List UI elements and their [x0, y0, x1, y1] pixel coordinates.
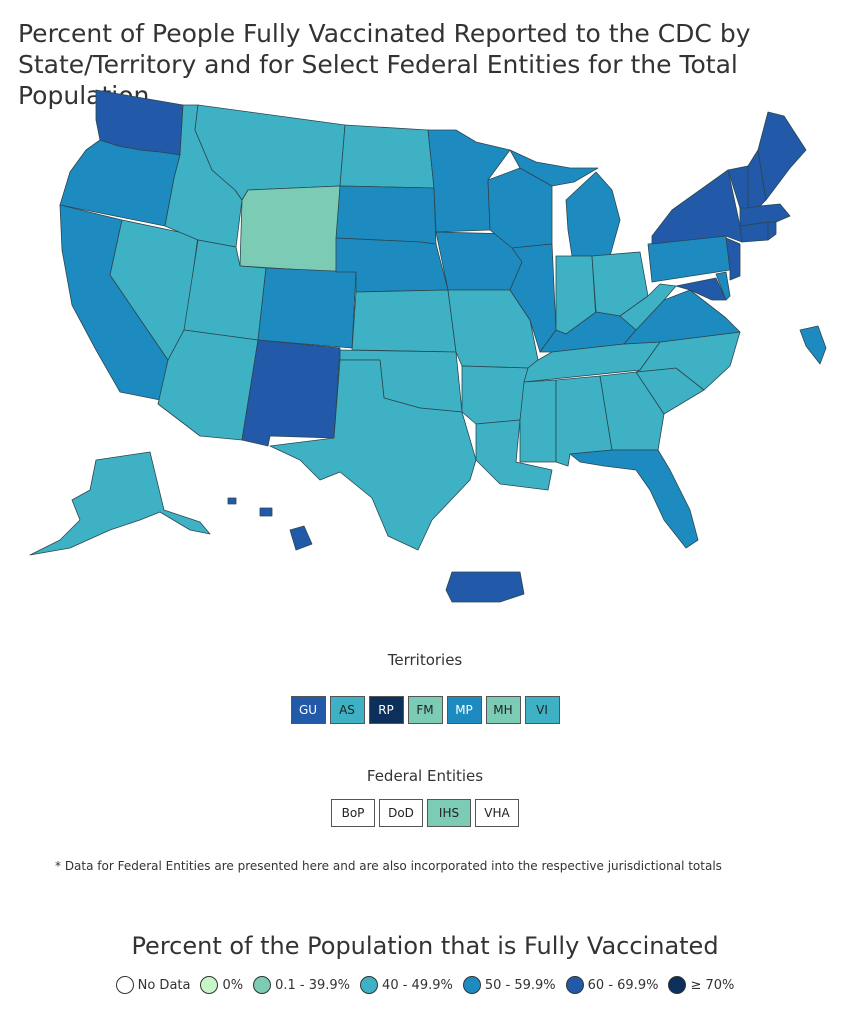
map-title: Percent of People Fully Vaccinated Repor…	[18, 19, 751, 110]
state-TX[interactable]	[269, 359, 477, 551]
state-RI[interactable]	[767, 221, 777, 241]
legend-item[interactable]: 0.1 - 39.9%	[253, 976, 350, 994]
state-MS[interactable]	[519, 379, 557, 463]
federal-entity-dod-button[interactable]: DoD	[379, 799, 423, 827]
legend-item[interactable]: No Data	[115, 976, 191, 994]
territory-buttons: GU AS RP FM MP MH VI	[0, 696, 850, 724]
legend-swatch	[200, 976, 219, 994]
federal-entity-bop-button[interactable]: BoP	[331, 799, 375, 827]
territory-as-button[interactable]: AS	[329, 696, 365, 724]
federal-entity-vha-button[interactable]: VHA	[475, 799, 519, 827]
legend-swatch	[668, 976, 687, 994]
state-NM[interactable]	[241, 339, 341, 447]
state-ME[interactable]	[757, 111, 807, 201]
territory-fm-button[interactable]: FM	[407, 696, 443, 724]
legend-item[interactable]: 40 - 49.9%	[360, 976, 453, 994]
state-PR[interactable]	[445, 571, 525, 603]
federal-entities-label: Federal Entities	[366, 767, 484, 785]
territory-mp-button[interactable]: MP	[446, 696, 482, 724]
state-IL[interactable]	[509, 243, 557, 353]
state-DE[interactable]	[715, 271, 731, 301]
state-AR[interactable]	[461, 365, 529, 425]
state-WY[interactable]	[239, 185, 341, 273]
legend-swatch	[360, 976, 379, 994]
state-FL[interactable]	[569, 449, 699, 549]
territory-gu-button[interactable]: GU	[290, 696, 326, 724]
legend-item[interactable]: 60 - 69.9%	[565, 976, 659, 994]
territories-label: Territories	[387, 651, 463, 669]
state-MI[interactable]	[565, 171, 621, 257]
legend-label: 60 - 69.9%	[587, 977, 659, 993]
legend-label: No Data	[137, 977, 191, 993]
state-GA[interactable]	[599, 371, 665, 451]
legend-label: 0%	[222, 977, 244, 993]
legend-swatch	[253, 976, 272, 994]
state-MI-UP[interactable]	[509, 149, 599, 187]
state-MD[interactable]	[675, 277, 727, 301]
state-DC-islands	[799, 325, 827, 365]
legend-item[interactable]: 0%	[200, 976, 243, 994]
state-NJ[interactable]	[725, 237, 741, 281]
state-SD[interactable]	[335, 185, 437, 245]
legend-label: 50 - 59.9%	[484, 977, 556, 993]
state-HI[interactable]	[227, 497, 313, 551]
federal-entity-buttons: BoP DoD IHS VHA	[0, 799, 850, 827]
federal-entity-ihs-button[interactable]: IHS	[427, 799, 471, 827]
state-NY[interactable]	[651, 169, 743, 245]
state-MA[interactable]	[739, 203, 791, 227]
state-KS[interactable]	[351, 289, 457, 353]
legend-swatch	[565, 976, 584, 994]
us-vaccination-map	[29, 89, 827, 603]
territory-vi-button[interactable]: VI	[524, 696, 560, 724]
legend-item[interactable]: ≥ 70%	[668, 976, 734, 994]
legend-label: 40 - 49.9%	[382, 977, 453, 993]
state-LA[interactable]	[475, 419, 553, 491]
territory-rp-button[interactable]: RP	[368, 696, 404, 724]
legend-swatch	[115, 976, 134, 994]
legend-label: 0.1 - 39.9%	[275, 977, 351, 993]
legend-swatch	[462, 976, 481, 994]
legend-title: Percent of the Population that is Fully …	[131, 932, 719, 960]
territory-mh-button[interactable]: MH	[485, 696, 521, 724]
state-CO[interactable]	[257, 267, 357, 349]
legend-item[interactable]: 50 - 59.9%	[462, 976, 556, 994]
federal-footnote: * Data for Federal Entities are presente…	[55, 859, 722, 873]
state-NH[interactable]	[747, 149, 767, 209]
legend: No Data 0% 0.1 - 39.9% 40 - 49.9% 50 - 59.9%…	[0, 976, 850, 994]
legend-label: ≥ 70%	[690, 977, 735, 993]
state-AK[interactable]	[29, 451, 211, 556]
state-ND[interactable]	[339, 124, 435, 189]
